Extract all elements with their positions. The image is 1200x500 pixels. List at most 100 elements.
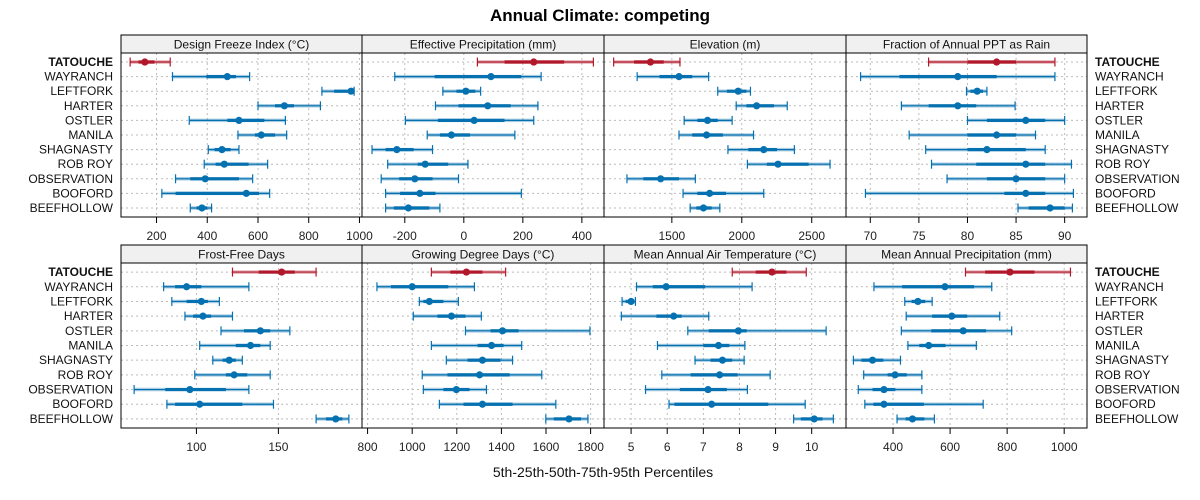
median-point [201,175,209,183]
interval-observation [133,385,250,395]
interval-manila [656,341,746,350]
interval-manila [426,130,516,140]
panel-strip-label: Design Freeze Index (°C) [174,38,310,52]
median-point [408,283,416,291]
x-tick-label: 100 [186,440,206,454]
median-point [220,160,228,168]
panel: Fraction of Annual PPT as Rain 70 75 80 85 90 [845,34,1088,243]
median-point [141,58,149,66]
site-label-left: SHAGNASTY [39,353,113,367]
interval-observation [174,174,254,184]
median-point [347,87,355,95]
median-point [925,341,933,350]
interval-wayranch [636,72,710,82]
site-label-right: OBSERVATION [1095,172,1180,186]
panel: Mean Annual Precipitation (mm) 400 600 800 1… [845,244,1088,454]
site-label-right: WAYRANCH [1095,70,1164,84]
median-point [891,371,899,379]
interval-shagnasty [371,145,434,155]
panel-strip-label: Frost-Free Days [198,248,285,262]
site-label-left: BEEFHOLLOW [30,201,114,215]
median-point [753,102,761,110]
median-point [462,268,470,276]
x-tick-label: 1400 [488,440,515,454]
interval-booford [682,188,765,198]
median-point [774,160,782,168]
site-label-right: BEEFHOLLOW [1095,201,1179,215]
median-point [760,145,768,154]
interval-ostler [687,326,827,336]
x-tick-label: -200 [393,229,417,243]
interval-ostler [966,115,1066,125]
site-label-right: BOOFORD [1095,397,1156,411]
panel-border [845,52,1088,218]
median-point [470,116,478,125]
median-point [868,356,877,364]
site-label-left: MANILA [68,128,113,142]
interval-beefhollow [385,203,441,213]
site-label-left: TATOUCHE [48,265,113,279]
median-point [242,189,250,197]
x-tick-label: 2000 [728,229,755,243]
interval-shagnasty [727,145,795,155]
median-point [235,116,243,125]
site-label-right: MANILA [1095,128,1140,142]
median-point [447,312,456,320]
median-point [699,204,708,212]
interval-leftfork [621,296,637,306]
interval-ostler [188,115,286,125]
median-point [404,204,412,212]
x-axis-label: 5th-25th-50th-75th-95th Percentiles [493,464,713,480]
x-tick-label: 150 [268,440,288,454]
median-point [914,297,922,306]
x-tick-label: 6 [664,440,671,454]
x-tick-label: 7 [700,440,707,454]
median-point [332,415,340,423]
interval-wayranch [859,72,1056,82]
interval-observation [626,174,696,184]
x-tick-label: 200 [513,229,533,243]
interval-wayranch [376,282,476,292]
interval-shagnasty [445,355,514,365]
interval-rob-roy [421,370,543,380]
median-point [1022,116,1030,125]
interval-shagnasty [694,355,745,365]
median-point [959,327,967,335]
interval-shagnasty [212,355,243,365]
median-point [718,356,727,364]
interval-beefhollow [896,414,936,424]
interval-harter [184,311,234,321]
median-point [257,131,265,139]
median-point [198,204,206,212]
median-point [452,385,460,394]
chart-title: Annual Climate: competing [490,6,710,25]
median-point [706,189,714,197]
site-label-right: LEFTFORK [1095,84,1158,98]
site-label-right: SHAGNASTY [1095,353,1169,367]
x-tick-label: 600 [248,229,268,243]
median-point [708,400,716,408]
interval-booford [864,399,984,409]
panel-border [845,262,1088,429]
median-point [646,58,655,66]
x-tick-label: 70 [864,229,878,243]
interval-rob-roy [194,370,271,380]
median-point [199,312,207,320]
x-tick-label: 80 [961,229,975,243]
x-tick-label: 9 [772,440,779,454]
site-label-right: OSTLER [1095,113,1143,127]
panel: Mean Annual Air Temperature (°C) 5 6 7 8 9 10 [603,244,847,454]
interval-rob-roy [203,159,269,169]
site-label-left: BOOFORD [52,397,113,411]
median-point [657,175,665,183]
median-point [484,102,492,110]
interval-shagnasty [207,145,240,155]
median-point [734,87,742,95]
site-label-left: BEEFHOLLOW [30,412,114,426]
interval-rob-roy [387,159,469,169]
site-label-right: WAYRANCH [1095,280,1164,294]
interval-manila [907,341,977,350]
x-tick-label: 75 [912,229,926,243]
median-point [421,160,429,168]
